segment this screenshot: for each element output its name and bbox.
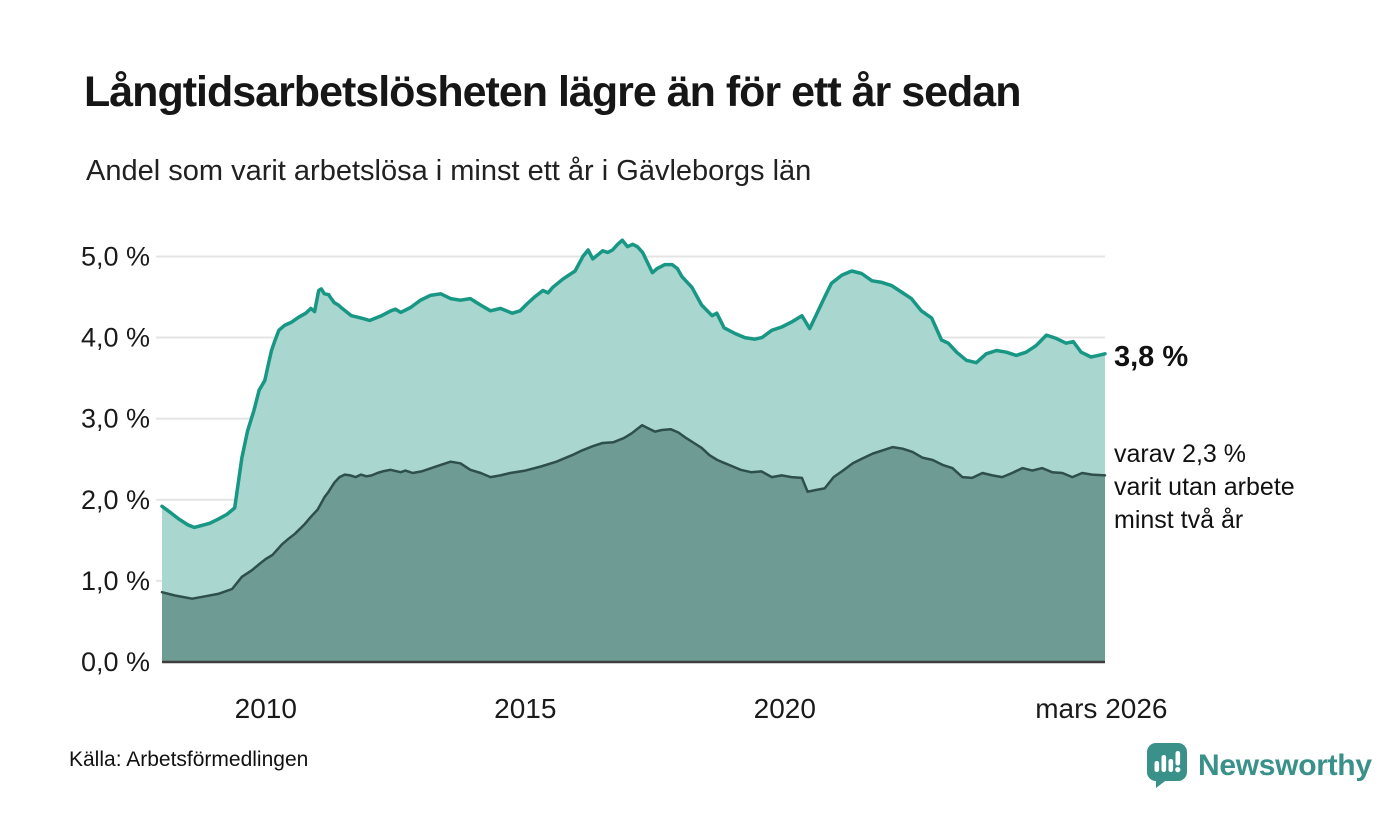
area-series-1 (162, 425, 1105, 662)
brand-logo: Newsworthy (1146, 742, 1372, 789)
latest-value-label: 3,8 % (1114, 341, 1189, 373)
y-tick-label: 1,0 % (81, 566, 150, 596)
newsworthy-speech-bubble-chart-icon (1147, 743, 1187, 788)
y-tick-label: 5,0 % (81, 241, 150, 271)
y-tick-label: 4,0 % (81, 323, 150, 353)
x-tick-label: 2020 (754, 693, 816, 724)
y-tick-label: 0,0 % (81, 647, 150, 677)
brand-name: Newsworthy (1198, 748, 1372, 782)
line-series-1 (160, 423, 1107, 600)
x-tick-label: 2015 (494, 693, 556, 724)
two-year-value-label: varav 2,3 % varit utan arbete minst två … (1114, 440, 1295, 534)
page-subtitle: Andel som varit arbetslösa i minst ett å… (86, 155, 812, 187)
y-tick-label: 2,0 % (81, 485, 150, 515)
x-tick-label: 2010 (235, 693, 297, 724)
x-tick-label: mars 2026 (1035, 693, 1167, 724)
source-note: Källa: Arbetsförmedlingen (69, 748, 309, 771)
line-series-0 (160, 238, 1107, 530)
y-tick-label: 3,0 % (81, 404, 150, 434)
page-title: Långtidsarbetslösheten lägre än för ett … (84, 68, 1021, 116)
